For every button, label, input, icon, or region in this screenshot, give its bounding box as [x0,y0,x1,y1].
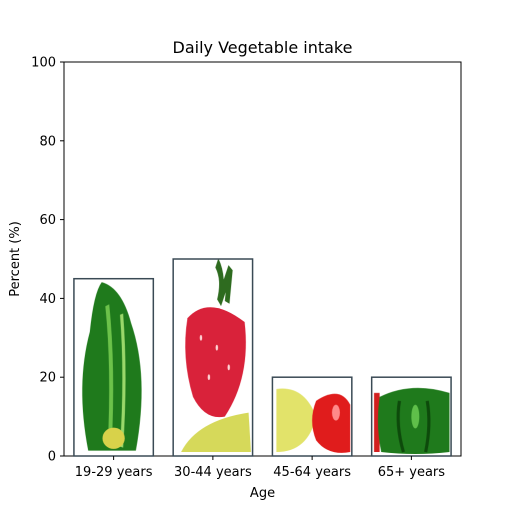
y-tick-label: 0 [48,450,56,465]
x-axis: 19-29 years 30-44 years 45-64 years 65+ yea… [75,456,445,480]
y-tick-label: 20 [39,371,56,386]
x-tick-label: 19-29 years [75,465,153,480]
x-tick-label: 65+ years [378,465,446,480]
x-axis-label: Age [250,486,275,501]
bar-banana-and-red-pepper [271,376,353,457]
bars [73,258,452,457]
bar-strawberry-and-banana [172,258,254,457]
chart-title: Daily Vegetable intake [173,38,353,57]
y-tick-label: 40 [39,292,56,307]
y-tick-label: 80 [39,134,56,149]
y-axis-label: Percent (%) [8,221,23,297]
y-tick-label: 60 [39,213,56,228]
y-tick-label: 100 [31,56,56,71]
y-axis: 0 20 40 60 80 100 [31,56,64,465]
x-tick-label: 45-64 years [273,465,351,480]
bar-zucchini [73,277,155,457]
bar-green-bell-pepper [370,376,452,457]
x-tick-label: 30-44 years [174,465,252,480]
plot-area [63,61,462,457]
